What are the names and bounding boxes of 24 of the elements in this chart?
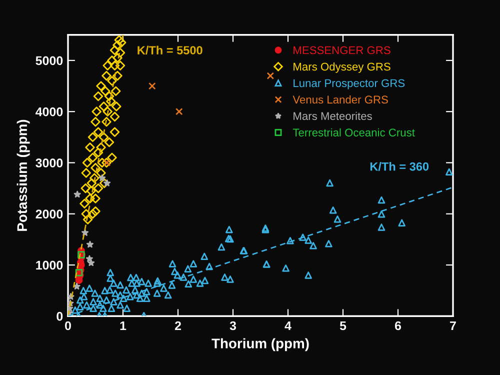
legend-label: Mars Odyssey GRS (294, 62, 390, 73)
legend-label: Terrestrial Oceanic Crust (292, 128, 415, 136)
x-tick-label: 7 (450, 321, 456, 330)
x-tick-label: 0 (65, 321, 71, 330)
y-tick-label: 3000 (36, 158, 63, 168)
y-tick-label: 0 (56, 312, 63, 321)
legend-label: Mars Meteorites (294, 112, 372, 120)
x-tick-label: 3 (230, 321, 236, 330)
legend-label: Venus Lander GRS (292, 95, 388, 104)
x-tick-label: 6 (394, 321, 402, 330)
y-tick-label: 2000 (36, 210, 63, 219)
x-tick-label: 1 (120, 321, 126, 330)
annotation: K/Th = 360 (370, 162, 429, 171)
x-tick-label: 4 (284, 321, 292, 330)
y-tick-label: 4000 (36, 107, 63, 116)
x-axis-title: Thorium (ppm) (212, 338, 309, 352)
x-tick-label: 2 (174, 321, 181, 330)
y-axis-title: Potassium (ppm) (16, 120, 30, 231)
x-tick-label: 5 (340, 321, 346, 330)
legend-label: MESSENGER GRS (294, 46, 390, 54)
y-tick-label: 5000 (36, 56, 63, 66)
y-tick-label: 1000 (36, 260, 63, 270)
legend-label: Lunar Prospector GRS (294, 79, 405, 90)
annotation: K/Th = 5500 (138, 46, 202, 55)
